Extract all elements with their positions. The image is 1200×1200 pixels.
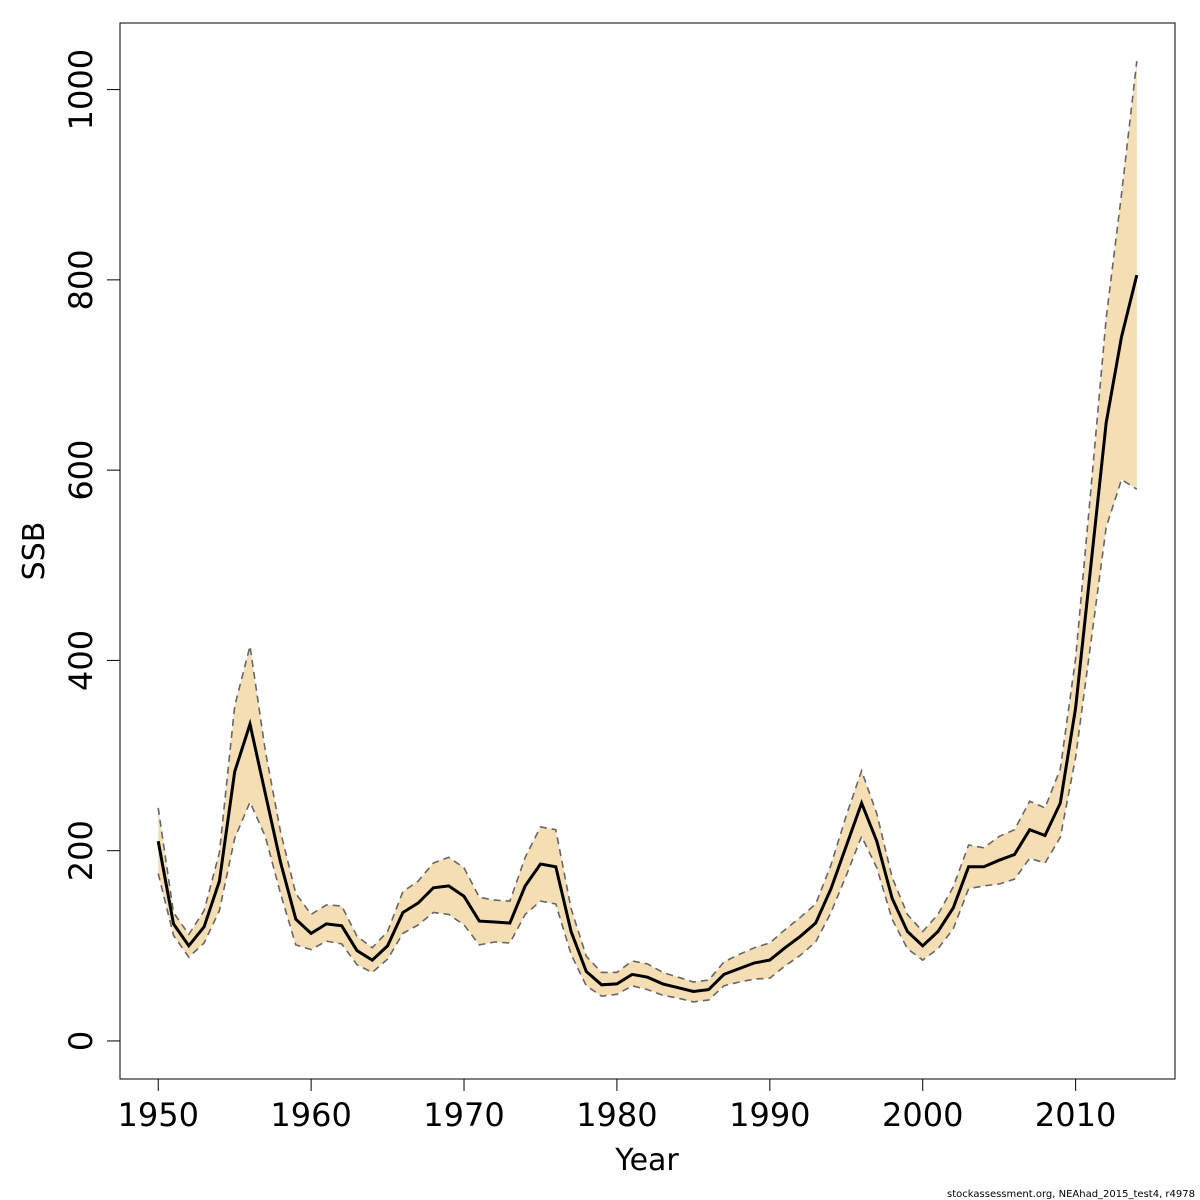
- y-tick-label: 800: [62, 249, 100, 310]
- y-tick-label: 200: [62, 820, 100, 881]
- lower-bound-line: [157, 478, 1138, 1003]
- x-tick-label: 2000: [882, 1096, 963, 1134]
- x-axis: 1950 1960 1970 1980 1990 2000 2010: [118, 1078, 1116, 1134]
- x-tick-label: 1960: [270, 1096, 351, 1134]
- y-tick-label: 0: [62, 1031, 100, 1051]
- y-axis: 0 200 400 600 800 1000: [62, 49, 121, 1051]
- y-tick-label: 1000: [62, 49, 100, 130]
- y-axis-title: SSB: [17, 522, 52, 581]
- estimate-line: [156, 274, 1139, 994]
- y-tick-label: 400: [62, 630, 100, 691]
- y-tick-label: 600: [62, 440, 100, 501]
- x-tick-label: 1950: [118, 1096, 199, 1134]
- plot-area: [156, 61, 1139, 1003]
- x-tick-label: 1980: [576, 1096, 657, 1134]
- footer-note: stockassessment.org, NEAhad_2015_test4, …: [947, 1189, 1195, 1200]
- x-tick-label: 1970: [423, 1096, 504, 1134]
- x-tick-label: 1990: [729, 1096, 810, 1134]
- x-axis-title: Year: [614, 1143, 679, 1178]
- upper-bound-line: [157, 61, 1138, 983]
- x-tick-label: 2010: [1035, 1096, 1116, 1134]
